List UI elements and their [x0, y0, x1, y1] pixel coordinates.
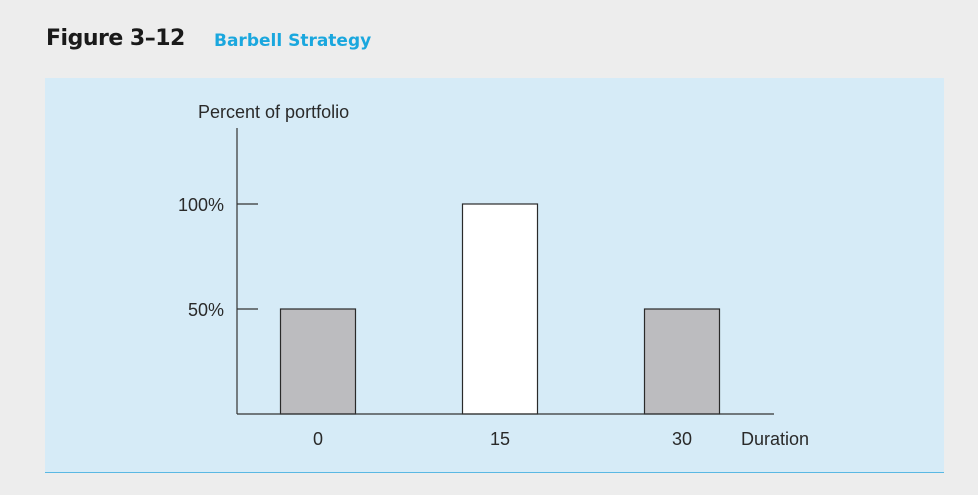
y-axis-label: Percent of portfolio — [198, 102, 349, 122]
x-tick-label: 15 — [490, 429, 510, 449]
figure-number: Figure 3–12 — [46, 26, 185, 51]
bar-30 — [643, 308, 721, 415]
x-tick-label: 0 — [313, 429, 323, 449]
bar-0 — [279, 308, 357, 415]
x-tick-label: 30 — [672, 429, 692, 449]
x-axis-label: Duration — [741, 429, 809, 449]
y-tick-label: 100% — [178, 195, 224, 215]
figure-title: Barbell Strategy — [214, 31, 372, 51]
bar-15 — [461, 203, 539, 415]
y-tick-label: 50% — [188, 300, 224, 320]
